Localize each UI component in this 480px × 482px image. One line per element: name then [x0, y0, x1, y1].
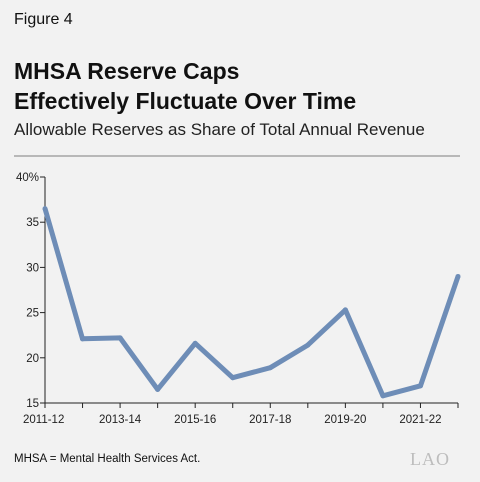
title-divider — [14, 155, 460, 157]
figure-label: Figure 4 — [14, 11, 73, 28]
x-axis-ticks: 2011-12 2013-14 2015-16 2017-18 2019-20 2021-… — [23, 403, 459, 426]
data-point — [192, 340, 198, 346]
y-axis-ticks: 40% 35 30 25 20 15 — [16, 172, 45, 410]
chart-title-line-1: MHSA Reserve Caps — [14, 58, 240, 84]
data-point — [305, 342, 311, 348]
data-point — [417, 383, 423, 389]
data-point — [455, 273, 461, 279]
data-point — [342, 307, 348, 313]
x-tick-label: 2015-16 — [174, 414, 216, 426]
x-tick-label: 2017-18 — [249, 414, 291, 426]
x-tick-label: 2013-14 — [99, 414, 142, 426]
data-point — [380, 393, 386, 399]
data-point — [117, 335, 123, 341]
y-tick-label: 25 — [26, 308, 39, 320]
data-point — [230, 375, 236, 381]
data-point — [267, 365, 273, 371]
footnote: MHSA = Mental Health Services Act. — [14, 453, 201, 465]
line-chart: 40% 35 30 25 20 15 2011-12 2013-14 2015-16 2017-… — [16, 172, 461, 426]
data-point — [42, 206, 48, 212]
y-tick-label: 40% — [16, 172, 39, 184]
x-tick-label: 2011-12 — [23, 414, 64, 426]
chart-title: MHSA Reserve Caps Effectively Fluctuate … — [14, 56, 474, 116]
series-line — [42, 207, 461, 399]
y-tick-label: 30 — [26, 262, 39, 274]
y-tick-label: 35 — [26, 217, 39, 229]
data-point — [80, 336, 86, 342]
y-tick-label: 15 — [26, 398, 39, 410]
x-tick-label: 2021-22 — [399, 414, 441, 426]
lao-logo: LAO — [410, 449, 450, 469]
y-tick-label: 20 — [26, 353, 39, 365]
chart-title-line-2: Effectively Fluctuate Over Time — [14, 88, 357, 114]
data-points — [42, 206, 461, 399]
chart-subtitle: Allowable Reserves as Share of Total Ann… — [14, 120, 425, 139]
data-point — [155, 386, 161, 392]
x-tick-label: 2019-20 — [324, 414, 366, 426]
